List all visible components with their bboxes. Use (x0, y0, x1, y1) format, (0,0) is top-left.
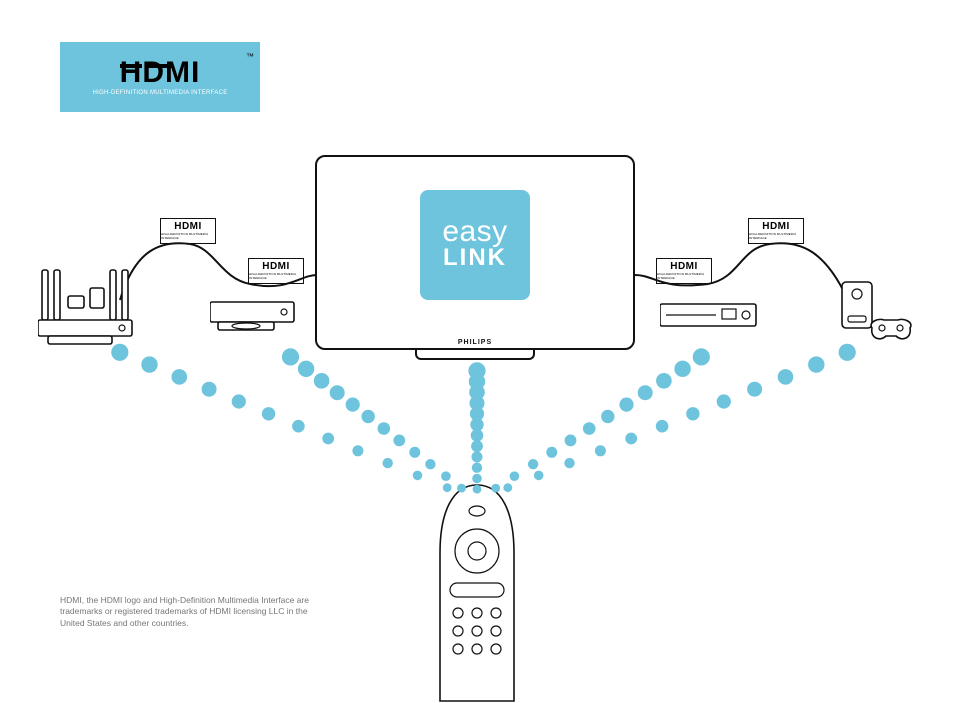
hdmi-tag-2: HDMI HIGH-DEFINITION MULTIMEDIA INTERFAC… (248, 258, 304, 284)
hdmi-tag-word: HDMI (174, 222, 202, 232)
device-game-console (838, 272, 928, 352)
hdmi-tag-sub: HIGH-DEFINITION MULTIMEDIA INTERFACE (657, 272, 711, 280)
hdmi-tag-word: HDMI (762, 222, 790, 232)
device-home-theater (38, 260, 148, 350)
hdmi-hero-logo: HDMI ™ HIGH-DEFINITION MULTIMEDIA INTERF… (60, 42, 260, 112)
hdmi-hero-word: HDMI (120, 58, 201, 88)
hdmi-tag-sub: HIGH-DEFINITION MULTIMEDIA INTERFACE (749, 232, 803, 240)
remote-control (432, 483, 522, 703)
disclaimer-text: HDMI, the HDMI logo and High-Definition … (60, 595, 320, 629)
tv-brand: PHILIPS (458, 339, 492, 346)
hdmi-hero-sub: HIGH-DEFINITION MULTIMEDIA INTERFACE (92, 90, 227, 96)
hdmi-tag-sub: HIGH-DEFINITION MULTIMEDIA INTERFACE (161, 232, 215, 240)
hdmi-tm: ™ (246, 52, 254, 61)
hdmi-hero-text: HDMI (120, 56, 201, 89)
easylink-line2: LINK (443, 246, 507, 270)
hdmi-tag-1: HDMI HIGH-DEFINITION MULTIMEDIA INTERFAC… (160, 218, 216, 244)
hdmi-tag-sub: HIGH-DEFINITION MULTIMEDIA INTERFACE (249, 272, 303, 280)
hdmi-tag-word: HDMI (670, 262, 698, 272)
tv-stand (415, 350, 535, 360)
hdmi-tag-word: HDMI (262, 262, 290, 272)
device-dvd-player (210, 296, 300, 346)
hdmi-tag-3: HDMI HIGH-DEFINITION MULTIMEDIA INTERFAC… (656, 258, 712, 284)
tv: easy LINK PHILIPS (315, 155, 635, 350)
hdmi-tag-4: HDMI HIGH-DEFINITION MULTIMEDIA INTERFAC… (748, 218, 804, 244)
easylink-badge: easy LINK (420, 190, 530, 300)
easylink-line1: easy (442, 219, 507, 245)
device-set-top-box (660, 296, 760, 340)
